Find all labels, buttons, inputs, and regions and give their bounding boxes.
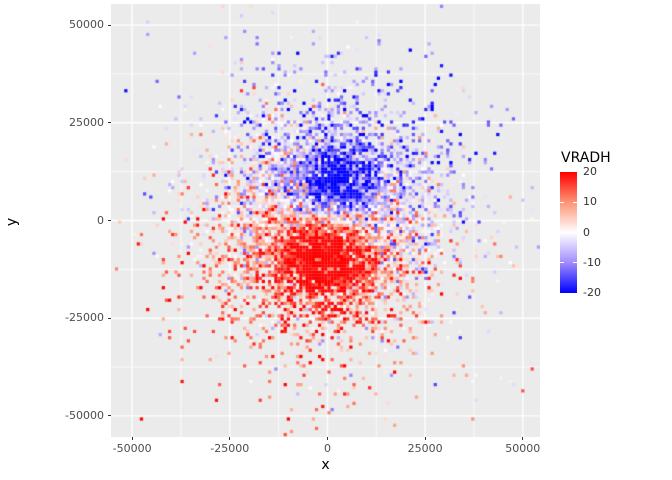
x-tick-mark [522,437,524,440]
x-tick-mark [131,437,133,440]
x-axis-title: x [321,457,330,473]
y-tick-mark [108,415,111,417]
legend-colorbar-tick-mark [560,232,564,233]
x-tick-mark [229,437,231,440]
legend-tick-label: -10 [583,255,601,269]
x-tick-label: -50000 [112,442,152,455]
legend-tick-label: 10 [583,195,597,209]
legend-tick-label: -20 [583,286,601,299]
y-tick-label: 50000 [69,18,104,32]
legend-colorbar [560,172,577,293]
x-tick-mark [424,437,426,440]
x-tick-label: 0 [323,442,331,455]
x-tick-mark [326,437,328,440]
legend-colorbar-tick-mark [573,201,577,203]
legend-colorbar-tick-mark [573,262,577,264]
y-tick-label: 0 [97,213,104,227]
legend-colorbar-tick-mark [573,232,577,233]
legend-title: VRADH [561,150,611,166]
x-tick-label: 25000 [407,442,443,455]
y-tick-mark [108,122,111,124]
y-tick-label: 25000 [69,115,104,129]
legend-colorbar-tick-mark [560,262,564,264]
y-tick-label: -50000 [65,408,104,422]
y-tick-mark [108,317,111,319]
x-tick-label: 50000 [505,442,541,455]
y-axis-title: y [4,217,20,227]
y-tick-label: -25000 [65,311,104,325]
legend-colorbar-tick-mark [560,201,564,203]
legend-tick-label: 0 [583,225,590,239]
x-tick-label: -25000 [210,442,250,455]
y-tick-mark [108,220,111,221]
plot-panel-canvas [111,4,540,437]
legend-tick-label: 20 [583,165,597,178]
y-tick-mark [108,24,111,26]
